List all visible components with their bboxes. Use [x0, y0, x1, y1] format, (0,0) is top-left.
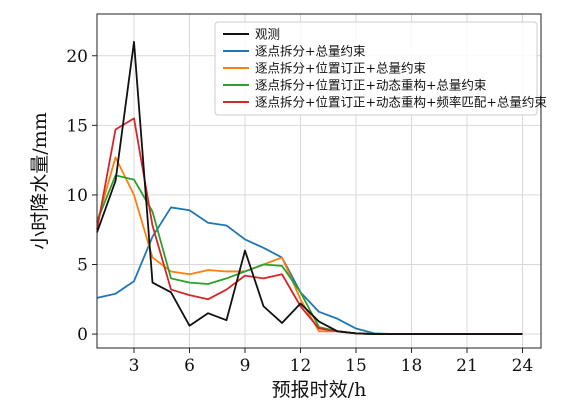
x-tick-label: 12 — [290, 356, 312, 376]
series-line-0 — [96, 40, 523, 335]
plot-frame — [96, 13, 542, 349]
x-tick-label: 15 — [345, 356, 367, 376]
y-tick-label: 0 — [77, 325, 88, 345]
legend-label: 逐点拆分+位置订正+动态重构+频率匹配+总量约束 — [255, 95, 547, 110]
x-tick-label: 18 — [401, 356, 423, 376]
legend: 观测逐点拆分+总量约束逐点拆分+位置订正+总量约束逐点拆分+位置订正+动态重构+… — [214, 21, 547, 116]
y-axis-title: 小时降水量/mm — [29, 112, 51, 249]
x-tick-label: 6 — [184, 356, 195, 376]
y-tick-label: 5 — [77, 256, 88, 276]
legend-label: 观测 — [255, 27, 280, 42]
x-tick-label: 24 — [512, 356, 534, 376]
series-line-2 — [96, 156, 523, 335]
legend-box — [214, 21, 538, 116]
x-tick-label: 9 — [240, 356, 251, 376]
series-lines — [96, 40, 523, 335]
legend-label: 逐点拆分+位置订正+动态重构+总量约束 — [255, 78, 487, 93]
x-tick-label: 3 — [129, 356, 140, 376]
x-axis-title: 预报时效/h — [272, 379, 367, 401]
y-tick-label: 10 — [66, 186, 88, 206]
y-tick-label: 20 — [66, 47, 88, 67]
legend-label: 逐点拆分+位置订正+总量约束 — [255, 61, 426, 76]
legend-label: 逐点拆分+总量约束 — [255, 44, 366, 59]
x-tick-label: 21 — [456, 356, 478, 376]
axis-ticks: 3 6 9 12 15 18 21 24 0 5 10 15 20 — [66, 47, 533, 376]
y-tick-label: 15 — [66, 116, 88, 136]
